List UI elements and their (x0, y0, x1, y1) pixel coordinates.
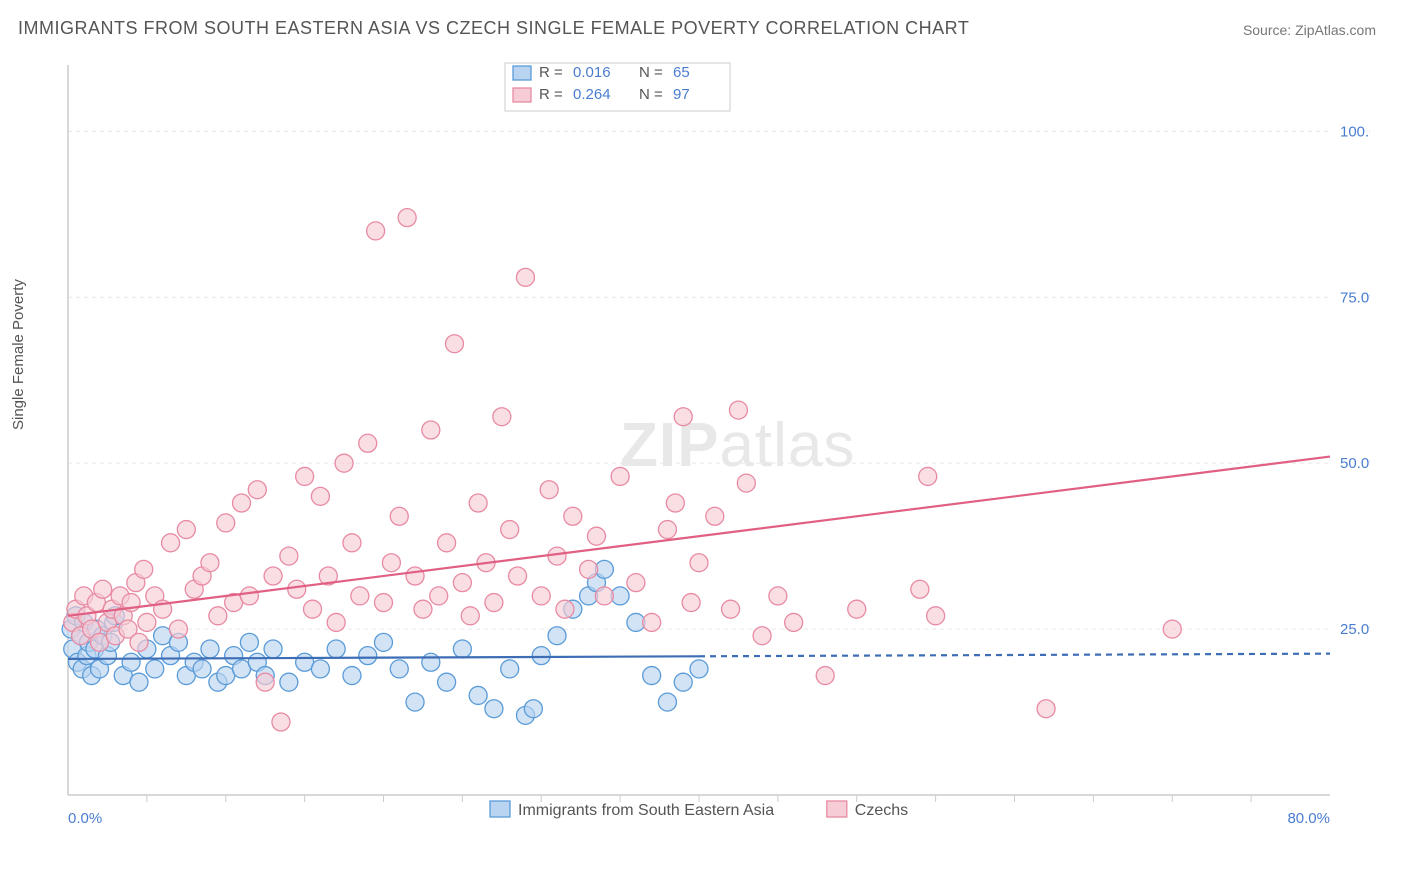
svg-text:65: 65 (673, 64, 690, 81)
svg-text:Czechs: Czechs (855, 802, 908, 819)
svg-text:75.0%: 75.0% (1340, 289, 1370, 306)
svg-text:50.0%: 50.0% (1340, 455, 1370, 472)
scatter-chart: 25.0% 50.0% 75.0% 100.0% 0.0% 80.0% R = 0.016 N … (50, 55, 1370, 855)
source-label: Source: ZipAtlas.com (1243, 22, 1376, 38)
svg-text:97: 97 (673, 86, 690, 103)
svg-text:R =: R = (539, 64, 563, 81)
svg-text:N =: N = (639, 64, 663, 81)
svg-text:0.016: 0.016 (573, 64, 611, 81)
svg-text:100.0%: 100.0% (1340, 123, 1370, 140)
chart-title: IMMIGRANTS FROM SOUTH EASTERN ASIA VS CZ… (18, 18, 969, 39)
svg-text:0.0%: 0.0% (68, 810, 102, 827)
y-axis-label: Single Female Poverty (10, 279, 27, 430)
svg-text:R =: R = (539, 86, 563, 103)
svg-text:0.264: 0.264 (573, 86, 611, 103)
chart-container: 25.0% 50.0% 75.0% 100.0% 0.0% 80.0% R = 0.016 N … (50, 55, 1370, 825)
svg-text:25.0%: 25.0% (1340, 621, 1370, 638)
svg-text:80.0%: 80.0% (1287, 810, 1330, 827)
svg-text:Immigrants from South Eastern: Immigrants from South Eastern Asia (518, 802, 774, 819)
svg-text:N =: N = (639, 86, 663, 103)
